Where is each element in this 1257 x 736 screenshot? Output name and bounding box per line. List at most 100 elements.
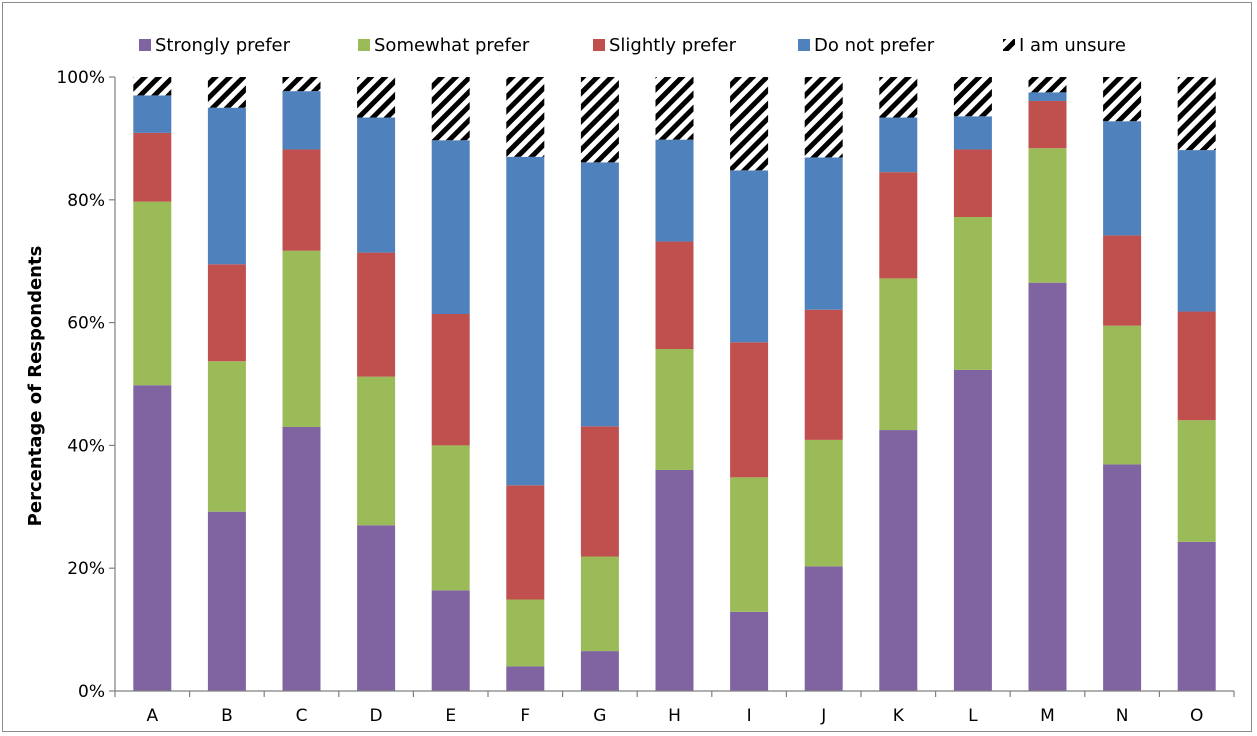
x-tick-label: K <box>893 706 905 726</box>
bar-e-series-1 <box>431 590 470 691</box>
bar-m-series-4 <box>1028 92 1067 101</box>
y-tick-label: 40% <box>67 436 105 456</box>
bar-l-series-4 <box>953 116 992 150</box>
bar-b-series-1 <box>207 511 246 691</box>
bar-l-series-2 <box>953 216 992 370</box>
bar-j-series-1 <box>804 566 843 691</box>
y-tick-label: 60% <box>67 314 105 334</box>
x-tick-label: L <box>968 706 978 726</box>
bar-j-series-2 <box>804 439 843 567</box>
bar-n-series-4 <box>1103 121 1142 236</box>
bar-n-series-1 <box>1103 464 1142 691</box>
stacked-bar-chart: Strongly prefer Somewhat prefer Slightly p… <box>25 35 1235 726</box>
legend: Strongly prefer Somewhat prefer Slightly p… <box>139 35 1126 56</box>
x-tick-label: A <box>146 706 158 726</box>
bar-o-series-3 <box>1177 311 1216 421</box>
bar-h-series-5 <box>655 77 694 140</box>
y-tick-label: 100% <box>56 68 105 88</box>
bar-e-series-2 <box>431 445 470 591</box>
legend-swatch <box>1003 39 1015 51</box>
bar-a-series-4 <box>133 95 172 133</box>
bar-l-series-5 <box>953 77 992 117</box>
bar-d-series-1 <box>357 525 396 691</box>
bar-o-series-1 <box>1177 541 1216 691</box>
y-tick-label: 80% <box>67 191 105 211</box>
legend-label: Somewhat prefer <box>374 35 530 56</box>
bar-l-series-3 <box>953 149 992 217</box>
bar-c-series-3 <box>282 149 321 251</box>
bar-c-series-1 <box>282 426 321 691</box>
x-tick-label: M <box>1040 706 1055 726</box>
x-tick-label: D <box>370 706 383 726</box>
bar-h-series-3 <box>655 241 694 349</box>
bar-c-series-4 <box>282 91 321 150</box>
x-tick-label: F <box>520 706 530 726</box>
bar-f-series-2 <box>506 599 545 667</box>
axes: 0% 20% 40% 60% 80% 100% A B C D E F G H I J K L M N O <box>56 68 1235 726</box>
bar-n-series-5 <box>1103 77 1142 122</box>
x-tick-label: B <box>221 706 233 726</box>
bar-f-series-1 <box>506 666 545 691</box>
bar-k-series-2 <box>879 278 918 431</box>
bar-e-series-5 <box>431 77 470 141</box>
x-tick-label: O <box>1190 706 1203 726</box>
x-tick-label: N <box>1116 706 1129 726</box>
bar-m-series-1 <box>1028 282 1067 691</box>
legend-label: Slightly prefer <box>609 35 737 56</box>
legend-label: I am unsure <box>1019 35 1126 56</box>
bar-f-series-5 <box>506 77 545 157</box>
bar-i-series-5 <box>730 77 769 171</box>
bars <box>133 77 1216 691</box>
bar-i-series-3 <box>730 342 769 478</box>
bar-i-series-2 <box>730 477 769 612</box>
bar-a-series-1 <box>133 385 172 691</box>
bar-j-series-3 <box>804 309 843 440</box>
bar-o-series-2 <box>1177 420 1216 542</box>
bar-g-series-5 <box>580 77 619 163</box>
bar-n-series-3 <box>1103 235 1142 326</box>
bar-h-series-2 <box>655 349 694 470</box>
bar-g-series-4 <box>580 162 619 427</box>
bar-j-series-5 <box>804 77 843 158</box>
legend-swatch <box>798 39 810 51</box>
bar-b-series-2 <box>207 361 246 512</box>
bar-c-series-5 <box>282 77 321 92</box>
bar-o-series-4 <box>1177 150 1216 312</box>
bar-a-series-3 <box>133 132 172 202</box>
bar-d-series-2 <box>357 376 396 526</box>
bar-h-series-1 <box>655 469 694 691</box>
bar-i-series-4 <box>730 170 769 343</box>
legend-label: Do not prefer <box>814 35 935 56</box>
legend-swatch <box>593 39 605 51</box>
bar-d-series-4 <box>357 117 396 253</box>
bar-e-series-3 <box>431 314 470 446</box>
bar-o-series-5 <box>1177 77 1216 151</box>
bar-f-series-3 <box>506 485 545 600</box>
bar-b-series-3 <box>207 264 246 362</box>
x-tick-label: C <box>296 706 308 726</box>
y-tick-label: 20% <box>67 559 105 579</box>
bar-g-series-1 <box>580 651 619 691</box>
bar-j-series-4 <box>804 157 843 310</box>
legend-swatch <box>358 39 370 51</box>
bar-k-series-5 <box>879 77 918 118</box>
bar-a-series-5 <box>133 77 172 96</box>
bar-h-series-4 <box>655 139 694 242</box>
bar-c-series-2 <box>282 250 321 427</box>
bar-m-series-3 <box>1028 100 1067 149</box>
bar-n-series-2 <box>1103 325 1142 465</box>
bar-f-series-4 <box>506 156 545 486</box>
bar-m-series-2 <box>1028 148 1067 283</box>
x-tick-label: J <box>820 706 826 726</box>
x-tick-label: H <box>668 706 681 726</box>
bar-k-series-4 <box>879 117 918 173</box>
legend-label: Strongly prefer <box>155 35 291 56</box>
y-axis-title: Percentage of Respondents <box>25 246 46 527</box>
x-tick-label: G <box>593 706 606 726</box>
bar-k-series-3 <box>879 172 918 279</box>
y-tick-label: 0% <box>78 682 105 702</box>
bar-d-series-5 <box>357 77 396 118</box>
bar-d-series-3 <box>357 252 396 377</box>
bar-m-series-5 <box>1028 77 1067 93</box>
